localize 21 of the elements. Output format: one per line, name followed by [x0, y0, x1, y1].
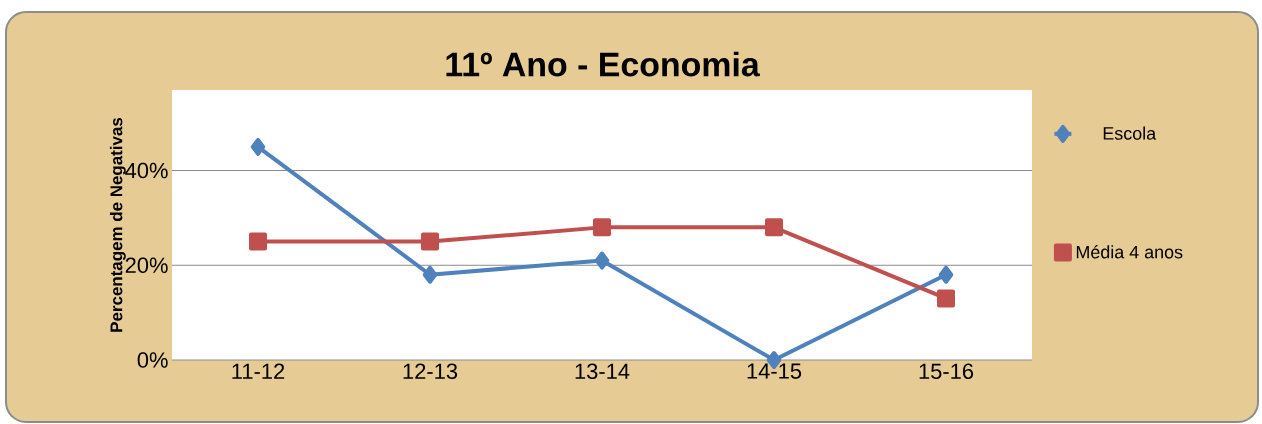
- x-tick-label: 13-14: [575, 363, 630, 380]
- point: [421, 232, 439, 251]
- point: [938, 265, 954, 284]
- point: [937, 289, 956, 308]
- point: [594, 251, 610, 270]
- legend-label: Média 4 anos: [1076, 245, 1183, 259]
- chart-title: 11º Ano - Economia: [446, 51, 760, 77]
- x-tick-label: 12-13: [403, 363, 458, 380]
- point: [593, 218, 611, 237]
- y-tick-label: 0%: [137, 352, 168, 368]
- y-axis-title: Percentagem de Negativas: [109, 117, 126, 332]
- x-tick-label: 14-15: [747, 363, 802, 379]
- x-tick-label: 11-12: [232, 363, 285, 379]
- point: [250, 137, 266, 156]
- legend-label: Escola: [1103, 126, 1157, 140]
- point: [249, 232, 267, 251]
- y-tick-label: 40%: [125, 162, 168, 179]
- point: [765, 218, 784, 237]
- x-tick-label: 15-16: [919, 363, 974, 380]
- y-tick-label: 20%: [125, 257, 168, 274]
- point: [422, 265, 438, 284]
